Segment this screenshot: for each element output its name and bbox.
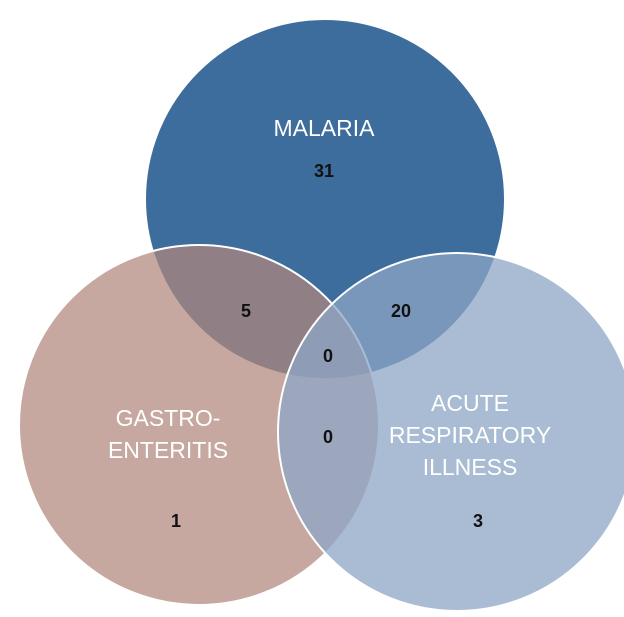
set-label: RESPIRATORY (389, 422, 551, 448)
set-label: GASTRO- (116, 405, 221, 431)
set-count: 31 (314, 161, 334, 181)
intersection-count: 0 (323, 427, 333, 447)
set-count: 1 (171, 511, 181, 531)
intersection-count: 0 (323, 346, 333, 366)
set-label: ENTERITIS (108, 437, 228, 463)
set-label: ILLNESS (423, 454, 518, 480)
intersection-count: 5 (241, 301, 251, 321)
set-label: ACUTE (431, 390, 509, 416)
set-label: MALARIA (274, 115, 376, 141)
respiratory-circle (277, 252, 624, 612)
set-count: 3 (473, 511, 483, 531)
intersection-count: 20 (391, 301, 411, 321)
